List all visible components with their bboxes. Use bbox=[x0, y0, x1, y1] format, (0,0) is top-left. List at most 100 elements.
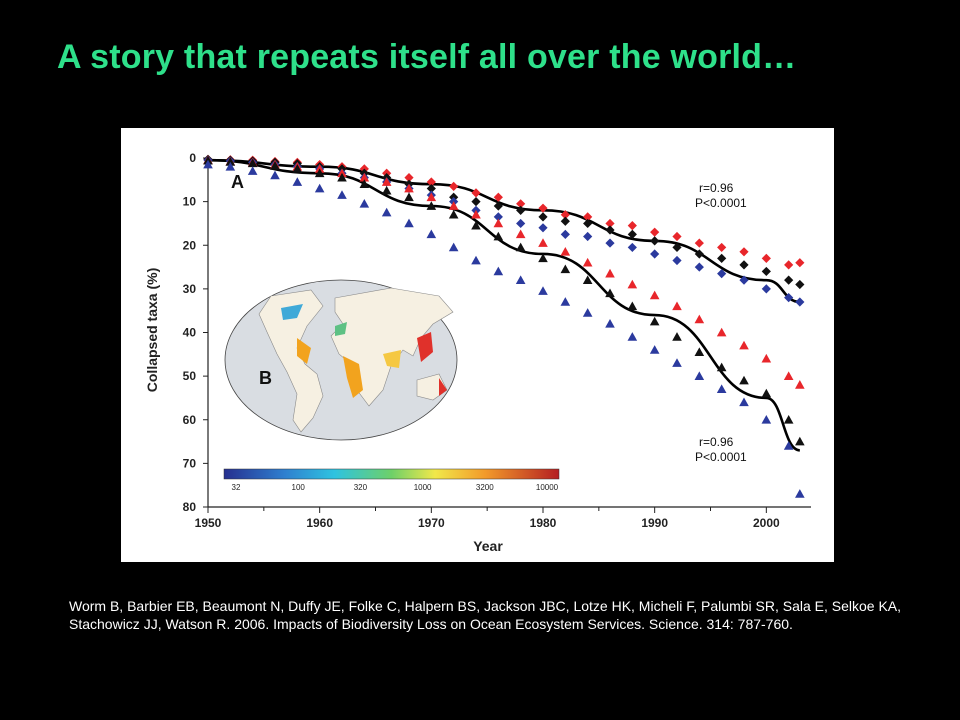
red-diamond-point bbox=[627, 221, 637, 231]
black-triangle-point bbox=[783, 414, 794, 424]
blue-diamond-point bbox=[717, 269, 727, 279]
black-triangle-point bbox=[381, 185, 392, 195]
map-landmass-eurasia-africa bbox=[330, 287, 454, 407]
red-triangle-point bbox=[448, 201, 459, 210]
blue-diamond-point bbox=[560, 229, 570, 239]
red-diamond-point bbox=[493, 192, 503, 202]
blue-triangle-point bbox=[783, 441, 794, 450]
red-triangle-point bbox=[314, 164, 325, 173]
red-triangle-point bbox=[471, 209, 481, 219]
black-triangle-point bbox=[314, 168, 325, 178]
colorbar-tick-label: 3200 bbox=[476, 483, 494, 492]
blue-triangle-point bbox=[292, 177, 303, 186]
stat-r-lower: r=0.96 bbox=[699, 435, 734, 449]
red-triangle-point bbox=[515, 229, 526, 239]
black-triangle-point bbox=[493, 231, 504, 241]
black-triangle-point bbox=[247, 158, 258, 168]
blue-diamond-point bbox=[627, 242, 637, 253]
black-diamond-point bbox=[761, 266, 771, 277]
black-triangle-point bbox=[739, 375, 749, 385]
black-triangle-point bbox=[649, 316, 660, 326]
blue-triangle-point bbox=[247, 166, 258, 175]
red-diamond-point bbox=[717, 242, 727, 253]
y-tick-label: 20 bbox=[183, 238, 197, 252]
red-diamond-point bbox=[761, 253, 771, 263]
red-diamond-point bbox=[795, 258, 805, 268]
blue-triangle-point bbox=[605, 318, 615, 328]
red-diamond-point bbox=[605, 218, 615, 229]
chart-axes: 0 10 20 30 40 50 60 70 80 1950 1960 1970 1980 1990 200… bbox=[183, 151, 811, 530]
red-triangle-point bbox=[582, 257, 593, 267]
black-triangle-point bbox=[795, 436, 805, 446]
black-triangle-point bbox=[225, 157, 236, 166]
black-triangle-point bbox=[694, 347, 705, 356]
colorbar bbox=[223, 468, 560, 480]
black-diamond-point bbox=[538, 212, 548, 222]
panel-label-b: B bbox=[259, 368, 272, 388]
black-diamond-point bbox=[784, 275, 794, 285]
blue-triangle-point bbox=[538, 286, 548, 295]
red-triangle-point bbox=[716, 327, 727, 337]
y-tick-label: 40 bbox=[183, 326, 197, 340]
black-diamond-point bbox=[717, 253, 727, 263]
black-triangle-point bbox=[627, 301, 638, 311]
red-triangle-point bbox=[739, 340, 749, 350]
black-diamond-point bbox=[605, 225, 615, 235]
stat-p-upper: P<0.0001 bbox=[695, 196, 747, 210]
red-diamond-point bbox=[650, 227, 660, 237]
blue-triangle-point bbox=[649, 345, 660, 354]
blue-diamond-point bbox=[605, 238, 615, 248]
map-coast-highlight-3 bbox=[417, 332, 433, 362]
blue-triangle-point bbox=[404, 218, 414, 228]
y-axis-label: Collapsed taxa (%) bbox=[144, 268, 160, 392]
black-diamond-point bbox=[795, 279, 805, 290]
blue-triangle-point bbox=[381, 207, 392, 217]
red-diamond-point bbox=[449, 181, 459, 191]
red-diamond-point bbox=[739, 247, 749, 257]
blue-diamond-point bbox=[672, 255, 682, 266]
blue-diamond-point bbox=[538, 223, 548, 233]
y-tick-label: 30 bbox=[183, 282, 197, 296]
x-tick-label: 1990 bbox=[641, 516, 668, 530]
red-diamond-point bbox=[583, 212, 593, 222]
red-triangle-point bbox=[426, 192, 437, 202]
map-coast-highlight-4 bbox=[383, 350, 401, 368]
black-triangle-point bbox=[761, 388, 772, 398]
stat-r-upper: r=0.96 bbox=[699, 181, 734, 195]
black-triangle-point bbox=[337, 172, 347, 182]
blue-triangle-point bbox=[493, 266, 504, 276]
black-diamond-point bbox=[426, 183, 436, 194]
y-tick-label: 80 bbox=[183, 500, 197, 514]
black-diamond-point bbox=[560, 216, 570, 226]
black-triangle-point bbox=[605, 288, 615, 298]
blue-triangle-point bbox=[203, 159, 213, 169]
red-triangle-point bbox=[761, 353, 772, 363]
blue-triangle-point bbox=[739, 397, 749, 407]
red-diamond-point bbox=[784, 260, 794, 270]
citation-text: Worm B, Barbier EB, Beaumont N, Duffy JE… bbox=[69, 598, 902, 632]
y-tick-label: 10 bbox=[183, 195, 197, 209]
slide-title: A story that repeats itself all over the… bbox=[57, 38, 797, 76]
x-tick-label: 1970 bbox=[418, 516, 445, 530]
y-tick-label: 70 bbox=[183, 456, 197, 470]
red-diamond-point bbox=[560, 210, 570, 220]
blue-diamond-point bbox=[761, 284, 771, 294]
map-coast-highlight-2 bbox=[343, 356, 363, 398]
map-coast-highlight-1 bbox=[297, 338, 311, 364]
black-diamond-point bbox=[739, 260, 749, 270]
red-triangle-point bbox=[672, 301, 682, 311]
blue-diamond-point bbox=[493, 212, 503, 222]
blue-triangle-point bbox=[560, 297, 571, 306]
blue-triangle-point bbox=[225, 161, 236, 171]
red-triangle-point bbox=[560, 246, 571, 256]
map-coast-highlight-5 bbox=[281, 304, 303, 320]
red-triangle-point bbox=[627, 279, 638, 289]
red-diamond-point bbox=[672, 231, 682, 242]
red-diamond-point bbox=[538, 203, 548, 213]
blue-triangle-point bbox=[426, 229, 437, 239]
y-tick-label: 0 bbox=[189, 151, 196, 165]
blue-triangle-point bbox=[694, 371, 705, 380]
black-triangle-point bbox=[270, 161, 280, 170]
black-diamond-point bbox=[650, 236, 660, 246]
black-triangle-point bbox=[359, 179, 370, 189]
